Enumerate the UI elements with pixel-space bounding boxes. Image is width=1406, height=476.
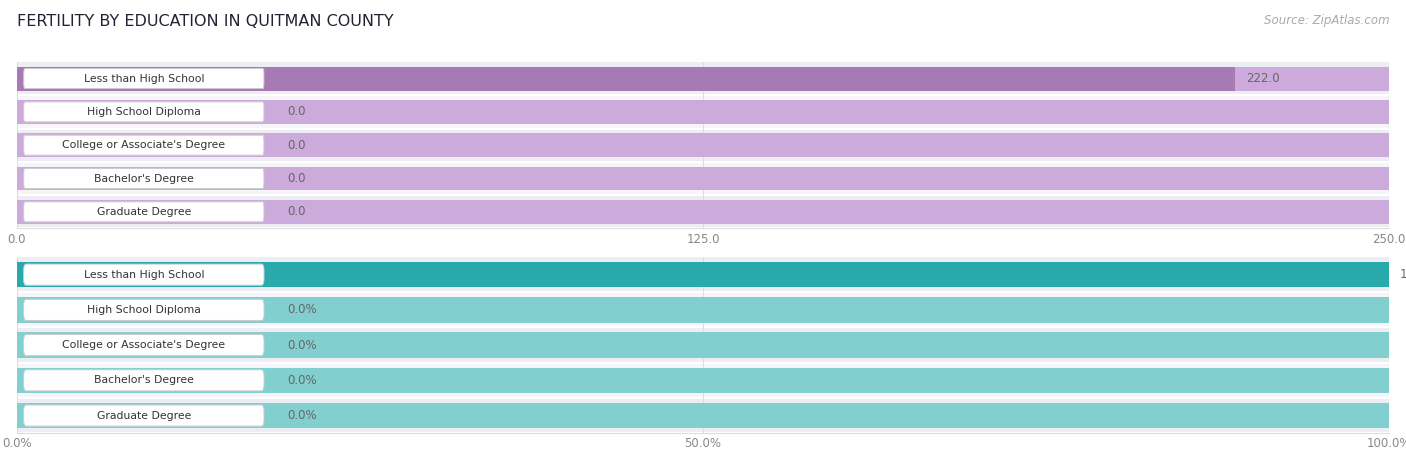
FancyBboxPatch shape [24,370,264,391]
Bar [17,332,1389,358]
Bar [17,200,1389,224]
Text: 100.0%: 100.0% [1400,268,1406,281]
FancyBboxPatch shape [24,202,264,222]
Text: 0.0: 0.0 [287,105,305,119]
Bar [17,262,1389,288]
Text: College or Associate's Degree: College or Associate's Degree [62,140,225,150]
Text: Bachelor's Degree: Bachelor's Degree [94,173,194,184]
Bar [17,95,1389,129]
Text: FERTILITY BY EDUCATION IN QUITMAN COUNTY: FERTILITY BY EDUCATION IN QUITMAN COUNTY [17,14,394,30]
Bar [17,100,1389,124]
Text: 0.0: 0.0 [287,205,305,218]
Bar [17,67,1389,90]
Text: 0.0: 0.0 [287,139,305,152]
FancyBboxPatch shape [24,135,264,155]
Text: High School Diploma: High School Diploma [87,107,201,117]
FancyBboxPatch shape [24,69,264,89]
Text: College or Associate's Degree: College or Associate's Degree [62,340,225,350]
Text: 0.0%: 0.0% [287,338,316,352]
Text: 0.0%: 0.0% [287,374,316,387]
Bar [17,292,1389,327]
Text: Graduate Degree: Graduate Degree [97,207,191,217]
Text: Source: ZipAtlas.com: Source: ZipAtlas.com [1264,14,1389,27]
Text: 0.0%: 0.0% [287,303,316,317]
Bar [17,297,1389,323]
Text: High School Diploma: High School Diploma [87,305,201,315]
FancyBboxPatch shape [24,169,264,188]
Bar [17,195,1389,228]
Bar [17,363,1389,398]
Text: Less than High School: Less than High School [83,73,204,84]
Bar [17,67,1236,90]
Bar [17,167,1389,190]
Text: 0.0%: 0.0% [287,409,316,422]
FancyBboxPatch shape [24,405,264,426]
Bar [17,403,1389,428]
Bar [17,129,1389,162]
Bar [17,327,1389,363]
Bar [17,262,1389,288]
FancyBboxPatch shape [24,335,264,356]
Text: 222.0: 222.0 [1246,72,1279,85]
Bar [17,398,1389,433]
Bar [17,62,1389,95]
FancyBboxPatch shape [24,102,264,122]
FancyBboxPatch shape [24,299,264,320]
Bar [17,257,1389,292]
Text: Less than High School: Less than High School [83,269,204,280]
Bar [17,367,1389,393]
FancyBboxPatch shape [24,264,264,285]
Text: 0.0: 0.0 [287,172,305,185]
Text: Bachelor's Degree: Bachelor's Degree [94,375,194,386]
Text: Graduate Degree: Graduate Degree [97,410,191,421]
Bar [17,133,1389,157]
Bar [17,162,1389,195]
